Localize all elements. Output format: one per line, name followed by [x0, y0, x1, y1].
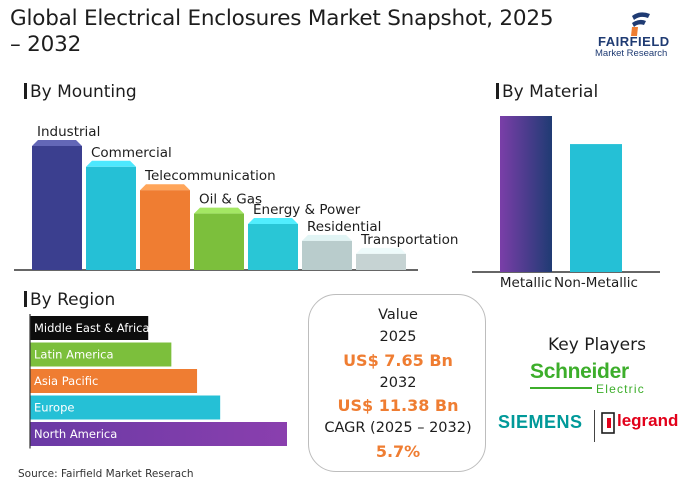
material-title-text: By Material	[502, 82, 599, 102]
mounting-bar-cap	[86, 160, 136, 167]
mounting-bar-body	[140, 190, 190, 270]
region-chart: Middle East & Africa Latin America Asia Pa…	[29, 314, 287, 449]
siemens-logo: SIEMENS	[498, 412, 583, 432]
value-year-2025: 2025	[379, 329, 417, 345]
mounting-bar-label: Residential	[307, 219, 381, 235]
mounting-bar-body	[356, 253, 406, 270]
brand-name: FAIRFIELD	[598, 34, 670, 49]
section-marker	[496, 83, 499, 99]
mounting-bar	[356, 247, 406, 270]
mounting-bar	[194, 207, 244, 270]
cagr-value: 5.7%	[375, 442, 421, 461]
material-bar	[570, 144, 622, 272]
mounting-bar-cap	[194, 207, 244, 214]
cagr-label: CAGR (2025 – 2032)	[324, 420, 472, 436]
key-players-heading: Key Players	[548, 335, 646, 355]
material-tick-label: Non-Metallic	[554, 275, 638, 291]
page-title: Global Electrical Enclosures Market Snap…	[10, 6, 554, 57]
schneider-underline-icon	[530, 387, 592, 389]
mounting-section-title: By Mounting	[24, 82, 137, 102]
fairfield-logo-icon	[631, 12, 650, 36]
mounting-bar-body	[194, 213, 244, 270]
value-2025: US$ 7.65 Bn	[343, 351, 453, 370]
mounting-title-text: By Mounting	[30, 82, 137, 102]
electric-wordmark: Electric	[596, 382, 645, 396]
material-bar	[500, 116, 552, 272]
mounting-bar-body	[302, 240, 352, 270]
mounting-chart: Industrial Commercial Telecommunication Oil…	[14, 124, 458, 271]
material-chart: Metallic Non-Metallic	[472, 116, 660, 291]
mounting-bar-cap	[302, 234, 352, 241]
schneider-wordmark: Schneider	[530, 360, 629, 383]
market-value-panel: Value 2025 US$ 7.65 Bn 2032 US$ 11.38 Bn…	[308, 294, 486, 472]
region-bar-label: Asia Pacific	[34, 374, 98, 388]
mounting-bar-body	[32, 146, 82, 270]
material-section-title: By Material	[496, 82, 598, 102]
mounting-bar-body	[86, 166, 136, 270]
legrand-wordmark: legrand	[617, 411, 679, 430]
mounting-bar-cap	[32, 140, 82, 146]
legrand-mark-icon	[601, 412, 615, 434]
region-bar	[30, 342, 172, 367]
mounting-bar-label: Transportation	[360, 232, 458, 248]
mounting-bar-label: Commercial	[91, 145, 172, 161]
material-tick-label: Metallic	[500, 275, 552, 291]
separator-line	[594, 410, 595, 442]
mounting-bar	[302, 234, 352, 270]
mounting-bar-cap	[356, 247, 406, 254]
brand-subtitle: Market Research	[595, 48, 668, 59]
mounting-bar-label: Energy & Power	[253, 202, 361, 218]
region-bar	[30, 316, 149, 340]
region-bar-label: Latin America	[34, 348, 114, 362]
mounting-bar	[140, 184, 190, 270]
mounting-bar-cap	[248, 218, 298, 224]
mounting-bar-body	[248, 224, 298, 270]
region-bar	[30, 369, 198, 393]
legrand-logo: legrand	[601, 411, 683, 437]
section-marker	[24, 291, 27, 307]
mounting-bar	[86, 160, 136, 270]
mounting-bar-label: Telecommunication	[144, 168, 276, 184]
value-2032: US$ 11.38 Bn	[337, 396, 459, 415]
region-bar-label: Europe	[34, 401, 74, 415]
brand-logo: FAIRFIELD Market Research	[592, 8, 688, 59]
value-year-2032: 2032	[379, 375, 417, 391]
mounting-bar-cap	[140, 184, 190, 191]
region-title-text: By Region	[30, 290, 116, 310]
mounting-bar-label: Oil & Gas	[199, 192, 262, 208]
schneider-electric-logo: Schneider Electric	[528, 360, 658, 400]
region-bar-label: Middle East & Africa	[34, 321, 150, 335]
region-bar	[30, 395, 221, 420]
region-bar	[30, 422, 287, 446]
source-note: Source: Fairfield Market Reserach	[18, 468, 194, 480]
region-section-title: By Region	[24, 290, 115, 310]
value-heading: Value	[378, 307, 418, 323]
mounting-bar	[32, 140, 82, 270]
mounting-bar-label: Industrial	[37, 124, 100, 140]
mounting-bar	[248, 218, 298, 270]
section-marker	[24, 83, 27, 99]
region-bar-label: North America	[34, 427, 117, 441]
